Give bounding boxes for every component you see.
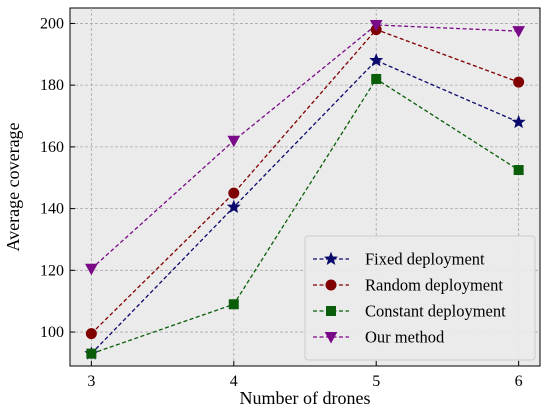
x-axis-label: Number of drones bbox=[240, 388, 371, 408]
series-lines bbox=[90, 24, 519, 355]
data-point-0-3 bbox=[511, 114, 526, 129]
data-point-2-1 bbox=[228, 299, 239, 310]
y-tick-label: 120 bbox=[40, 262, 64, 279]
legend: Fixed deployment Random deployment Constan… bbox=[304, 235, 536, 361]
series-line-2 bbox=[91, 78, 519, 355]
data-point-3-1 bbox=[227, 135, 241, 148]
x-tick-label: 3 bbox=[87, 373, 95, 390]
y-tick-label: 200 bbox=[40, 15, 64, 32]
x-tick-label: 6 bbox=[515, 373, 523, 390]
y-axis-label: Average coverage bbox=[3, 122, 23, 251]
legend-marker-1 bbox=[325, 279, 337, 291]
data-point-2-3 bbox=[513, 165, 524, 176]
legend-label-3: Our method bbox=[365, 328, 445, 347]
series-markers bbox=[84, 19, 526, 360]
legend-label-1: Random deployment bbox=[365, 276, 503, 295]
legend-marker-3 bbox=[324, 332, 338, 344]
legend-marker-0 bbox=[323, 251, 339, 265]
data-point-3-3 bbox=[512, 26, 525, 38]
x-tick-label: 5 bbox=[372, 373, 380, 390]
x-axis-ticks: 3 4 5 6 bbox=[87, 361, 523, 390]
data-point-3-2 bbox=[369, 19, 383, 32]
series-line-1 bbox=[90, 28, 519, 335]
y-tick-label: 100 bbox=[40, 324, 64, 341]
data-point-1-0 bbox=[85, 328, 97, 340]
data-point-2-2 bbox=[371, 73, 382, 84]
y-tick-label: 140 bbox=[40, 201, 64, 218]
legend-label-2: Constant deployment bbox=[365, 302, 506, 321]
legend-box bbox=[304, 235, 536, 361]
data-point-1-1 bbox=[228, 187, 240, 199]
legend-label-0: Fixed deployment bbox=[365, 250, 485, 269]
data-point-0-1 bbox=[226, 199, 241, 214]
y-tick-label: 180 bbox=[40, 77, 64, 94]
legend-marker-2 bbox=[326, 306, 336, 316]
series-line-0 bbox=[90, 59, 519, 355]
data-point-1-3 bbox=[513, 76, 525, 88]
series-line-3 bbox=[90, 24, 519, 270]
data-point-0-2 bbox=[369, 53, 384, 67]
y-tick-label: 160 bbox=[40, 139, 64, 156]
data-point-2-0 bbox=[86, 348, 97, 359]
x-tick-label: 4 bbox=[230, 373, 238, 390]
y-axis-ticks: 100 120 140 160 180 200 bbox=[40, 15, 75, 341]
data-point-3-0 bbox=[85, 263, 98, 276]
